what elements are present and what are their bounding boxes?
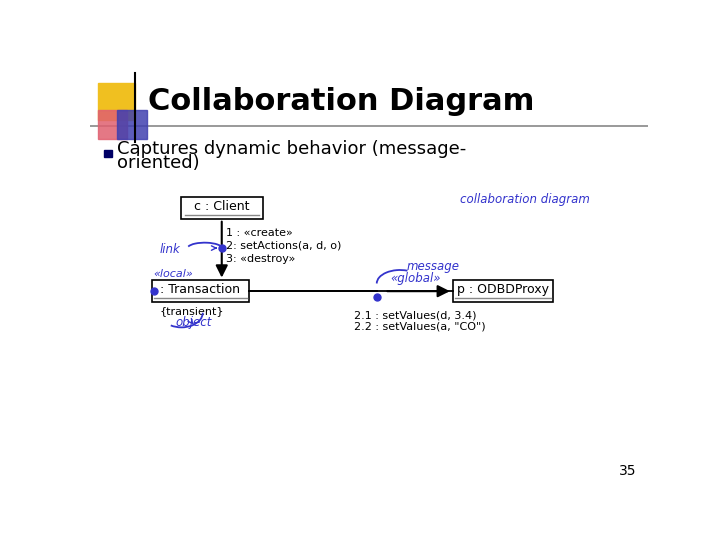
- Text: message: message: [406, 260, 459, 273]
- Text: 2: setActions(a, d, o): 2: setActions(a, d, o): [226, 241, 342, 251]
- Bar: [98, 110, 127, 139]
- Text: c : Client: c : Client: [194, 200, 250, 213]
- Text: 3: «destroy»: 3: «destroy»: [226, 254, 296, 264]
- Text: Captures dynamic behavior (message-: Captures dynamic behavior (message-: [117, 140, 467, 159]
- Text: {transient}: {transient}: [160, 306, 224, 316]
- Text: Collaboration Diagram: Collaboration Diagram: [148, 87, 534, 116]
- Bar: [181, 197, 263, 219]
- Text: «global»: «global»: [391, 272, 441, 285]
- Text: 2.2 : setValues(a, "CO"): 2.2 : setValues(a, "CO"): [354, 322, 485, 332]
- Text: link: link: [160, 243, 181, 256]
- Text: oriented): oriented): [117, 153, 199, 172]
- Text: p : ODBDProxy: p : ODBDProxy: [457, 283, 549, 296]
- Bar: [453, 280, 554, 302]
- Text: 35: 35: [619, 464, 636, 478]
- Bar: [117, 110, 147, 139]
- Text: collaboration diagram: collaboration diagram: [461, 193, 590, 206]
- Text: : Transaction: : Transaction: [161, 283, 240, 296]
- Text: «local»: «local»: [153, 269, 193, 279]
- Text: 2.1 : setValues(d, 3.4): 2.1 : setValues(d, 3.4): [354, 310, 476, 320]
- Bar: [98, 83, 135, 120]
- Bar: [104, 150, 112, 157]
- Text: object: object: [175, 316, 212, 329]
- Bar: [152, 280, 249, 302]
- Text: 1 : «create»: 1 : «create»: [226, 228, 293, 238]
